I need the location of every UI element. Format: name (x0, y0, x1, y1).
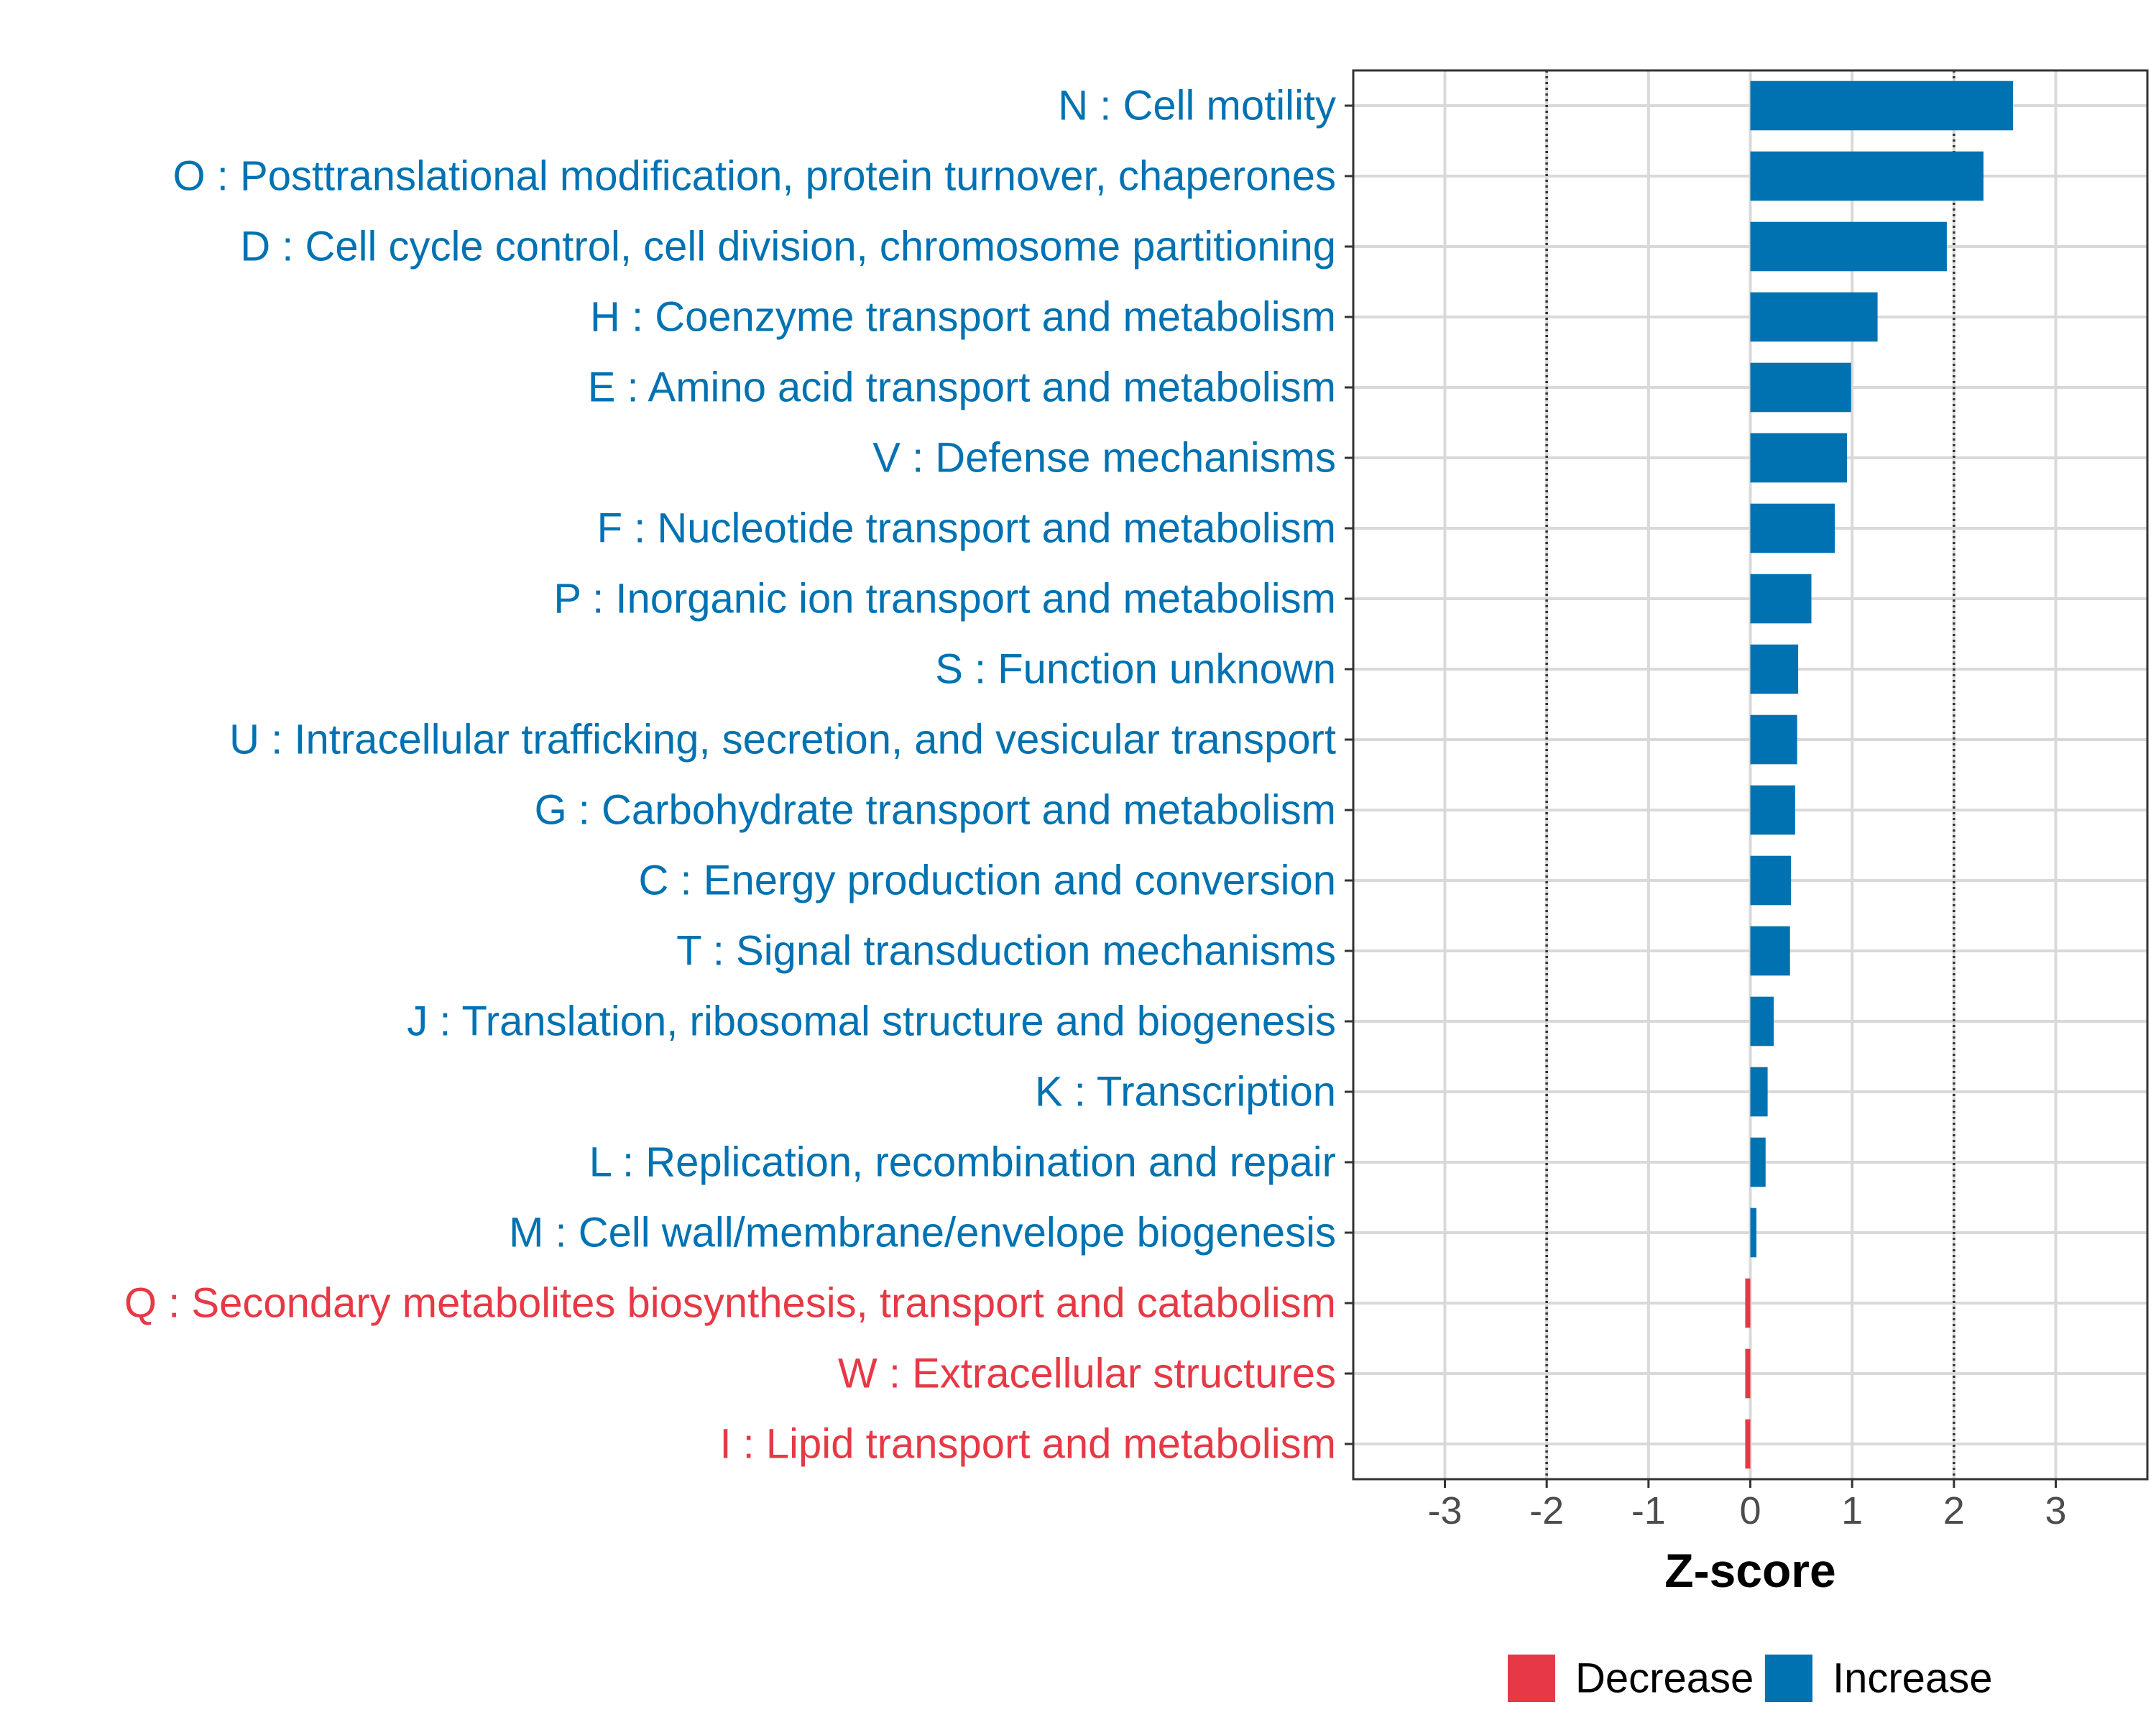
category-label: V : Defense mechanisms (872, 435, 1336, 482)
x-tick-label: 2 (1943, 1489, 1965, 1532)
bar (1750, 221, 1947, 272)
x-tick-label: -2 (1529, 1489, 1564, 1532)
y-axis-category-labels: N : Cell motility O : Posttranslational m… (124, 83, 1336, 1468)
bar (1750, 1137, 1766, 1187)
bar (1750, 1208, 1756, 1258)
category-label: I : Lipid transport and metabolism (719, 1421, 1336, 1468)
legend-label-increase: Increase (1833, 1655, 1992, 1702)
bar (1750, 644, 1799, 694)
x-tick-label: -1 (1631, 1489, 1666, 1532)
category-label: U : Intracellular trafficking, secretion… (229, 717, 1336, 763)
bar (1750, 433, 1848, 483)
legend-key-increase (1765, 1655, 1812, 1702)
bar (1745, 1419, 1751, 1469)
category-label: N : Cell motility (1058, 83, 1336, 129)
x-tick-label: 1 (1841, 1489, 1863, 1532)
legend-key-decrease (1508, 1655, 1555, 1702)
category-label: J : Translation, ribosomal structure and… (407, 998, 1336, 1045)
bar (1750, 1067, 1768, 1117)
x-axis-ticks: -3 -2 -1 0 1 2 3 (1427, 1479, 2067, 1532)
bar (1750, 362, 1851, 413)
category-label: Q : Secondary metabolites biosynthesis, … (124, 1280, 1336, 1327)
bar (1750, 574, 1812, 624)
bar (1750, 785, 1795, 835)
category-label: G : Carbohydrate transport and metabolis… (535, 787, 1336, 834)
category-label: M : Cell wall/membrane/envelope biogenes… (509, 1210, 1336, 1256)
bar (1750, 503, 1835, 553)
category-label: O : Posttranslational modification, prot… (173, 153, 1336, 200)
category-label: P : Inorganic ion transport and metaboli… (553, 576, 1336, 622)
bar (1750, 292, 1878, 342)
bar (1750, 926, 1790, 976)
x-axis-title: Z-score (1664, 1544, 1835, 1597)
category-label: T : Signal transduction mechanisms (676, 928, 1336, 975)
bar (1750, 855, 1792, 906)
category-label: H : Coenzyme transport and metabolism (590, 294, 1336, 341)
x-tick-label: 0 (1739, 1489, 1761, 1532)
bar (1745, 1348, 1751, 1399)
reference-lines (1545, 70, 1955, 1479)
legend: Decrease Increase (1508, 1655, 1992, 1702)
category-label: K : Transcription (1035, 1069, 1336, 1116)
y-axis-ticks (1345, 104, 1353, 1445)
category-label: S : Function unknown (935, 646, 1336, 693)
category-label: F : Nucleotide transport and metabolism (597, 505, 1336, 552)
category-label: E : Amino acid transport and metabolism (588, 364, 1336, 411)
bar (1750, 714, 1797, 765)
category-label: L : Replication, recombination and repai… (589, 1139, 1336, 1186)
bar (1745, 1278, 1751, 1328)
legend-label-decrease: Decrease (1575, 1655, 1754, 1702)
bar (1750, 996, 1774, 1046)
bar (1750, 151, 1984, 201)
category-label: C : Energy production and conversion (639, 857, 1336, 904)
category-label: D : Cell cycle control, cell division, c… (240, 224, 1336, 270)
bars (1745, 80, 2013, 1469)
x-tick-label: 3 (2045, 1489, 2066, 1532)
bar (1750, 80, 2013, 131)
x-tick-label: -3 (1427, 1489, 1462, 1532)
category-label: W : Extracellular structures (838, 1351, 1336, 1397)
